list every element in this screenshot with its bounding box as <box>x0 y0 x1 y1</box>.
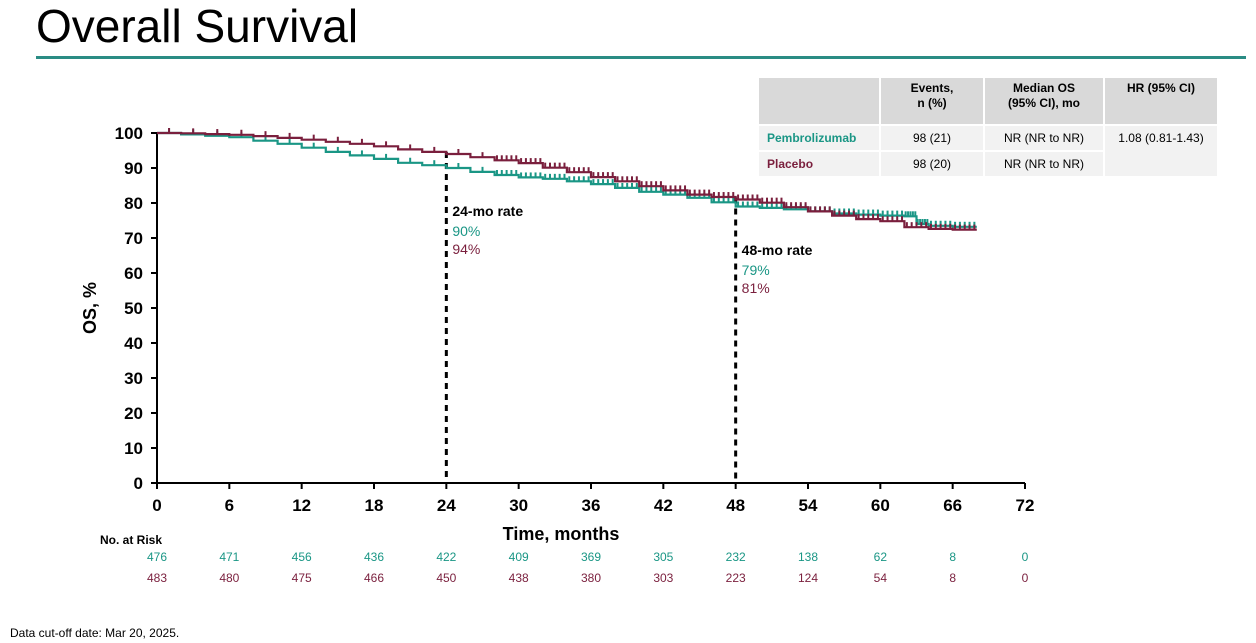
summary-header-median: Median OS (95% CI), mo <box>985 78 1103 124</box>
x-tick-label: 24 <box>437 496 456 515</box>
x-tick-label: 42 <box>654 496 673 515</box>
summary-table: Events, n (%) Median OS (95% CI), mo HR … <box>757 76 1219 178</box>
summary-header-median-text: Median OS (95% CI), mo <box>1007 81 1080 110</box>
km-curve-placebo <box>157 131 977 231</box>
x-tick-label: 60 <box>871 496 890 515</box>
y-tick-label: 90 <box>124 159 143 178</box>
summary-header-hr: HR (95% CI) <box>1105 78 1217 124</box>
risk-count-pembrolizumab: 456 <box>292 550 312 564</box>
risk-count-pembrolizumab: 232 <box>726 550 746 564</box>
x-tick-label: 0 <box>152 496 161 515</box>
x-tick-label: 72 <box>1016 496 1035 515</box>
risk-count-placebo: 466 <box>364 571 384 585</box>
risk-count-pembrolizumab: 409 <box>509 550 529 564</box>
arm-label-placebo: Placebo <box>759 152 879 176</box>
risk-count-pembrolizumab: 0 <box>1022 550 1029 564</box>
risk-count-placebo: 124 <box>798 571 818 585</box>
arm-label-pembrolizumab: Pembrolizumab <box>759 126 879 150</box>
y-tick-label: 10 <box>124 439 143 458</box>
hazard-ratio: 1.08 (0.81-1.43) <box>1105 126 1217 176</box>
risk-count-placebo: 8 <box>949 571 956 585</box>
risk-count-pembrolizumab: 422 <box>436 550 456 564</box>
x-tick-label: 6 <box>225 496 234 515</box>
summary-row-pembrolizumab: Pembrolizumab 98 (21) NR (NR to NR) 1.08… <box>759 126 1217 176</box>
risk-count-pembrolizumab: 305 <box>653 550 673 564</box>
risk-count-placebo: 0 <box>1022 571 1029 585</box>
landmark-rate-placebo-24: 94% <box>452 241 480 257</box>
x-tick-label: 18 <box>365 496 384 515</box>
page-title: Overall Survival <box>36 0 359 52</box>
risk-count-placebo: 54 <box>874 571 888 585</box>
summary-header-events-text: Events, n (%) <box>910 81 954 110</box>
risk-count-pembrolizumab: 436 <box>364 550 384 564</box>
median-pembrolizumab: NR (NR to NR) <box>985 126 1103 150</box>
y-axis-label: OS, % <box>80 282 100 334</box>
risk-count-placebo: 380 <box>581 571 601 585</box>
risk-count-placebo: 223 <box>726 571 746 585</box>
risk-count-pembrolizumab: 476 <box>147 550 167 564</box>
landmark-label-24: 24-mo rate <box>452 203 523 219</box>
x-axis-label: Time, months <box>503 524 620 544</box>
y-tick-label: 20 <box>124 404 143 423</box>
landmark-rate-pembrolizumab-24: 90% <box>452 223 480 239</box>
risk-count-placebo: 450 <box>436 571 456 585</box>
risk-count-pembrolizumab: 369 <box>581 550 601 564</box>
risk-count-placebo: 303 <box>653 571 673 585</box>
summary-header-arm <box>759 78 879 124</box>
events-placebo: 98 (20) <box>881 152 983 176</box>
y-tick-label: 50 <box>124 299 143 318</box>
y-tick-label: 60 <box>124 264 143 283</box>
y-tick-label: 40 <box>124 334 143 353</box>
events-pembrolizumab: 98 (21) <box>881 126 983 150</box>
x-tick-label: 36 <box>582 496 601 515</box>
summary-header-events: Events, n (%) <box>881 78 983 124</box>
risk-count-placebo: 480 <box>219 571 239 585</box>
x-tick-label: 12 <box>292 496 311 515</box>
risk-count-placebo: 483 <box>147 571 167 585</box>
y-tick-label: 0 <box>134 474 143 493</box>
x-tick-label: 54 <box>799 496 818 515</box>
risk-count-pembrolizumab: 471 <box>219 550 239 564</box>
landmark-label-48: 48-mo rate <box>742 242 813 258</box>
y-tick-label: 100 <box>115 124 143 143</box>
y-tick-label: 70 <box>124 229 143 248</box>
summary-header-hr-text: HR (95% CI) <box>1126 81 1195 95</box>
risk-count-placebo: 475 <box>292 571 312 585</box>
summary-row-placebo: Placebo 98 (20) NR (NR to NR) <box>759 152 1217 176</box>
risk-table-title: No. at Risk <box>100 533 162 547</box>
footnote: Data cut-off date: Mar 20, 2025. <box>10 626 180 640</box>
risk-count-placebo: 438 <box>509 571 529 585</box>
landmark-rate-pembrolizumab-48: 79% <box>742 262 770 278</box>
median-placebo: NR (NR to NR) <box>985 152 1103 176</box>
x-tick-label: 30 <box>509 496 528 515</box>
title-divider <box>36 56 1246 59</box>
risk-count-pembrolizumab: 8 <box>949 550 956 564</box>
risk-count-pembrolizumab: 62 <box>874 550 888 564</box>
x-tick-label: 66 <box>943 496 962 515</box>
x-tick-label: 48 <box>726 496 745 515</box>
risk-count-pembrolizumab: 138 <box>798 550 818 564</box>
summary-table-header-row: Events, n (%) Median OS (95% CI), mo HR … <box>759 78 1217 124</box>
landmark-rate-placebo-48: 81% <box>742 280 770 296</box>
y-tick-label: 80 <box>124 194 143 213</box>
y-tick-label: 30 <box>124 369 143 388</box>
